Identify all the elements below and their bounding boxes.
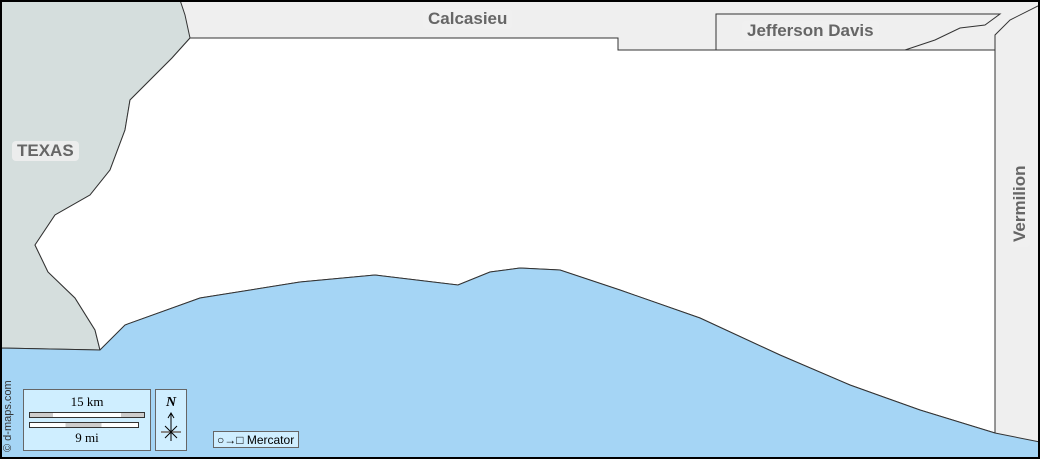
scale-mi: 9 mi [75,430,99,445]
label-calcasieu: Calcasieu [423,9,513,29]
circle-to-square-icon: ○→□ [217,433,244,447]
label-vermilion: Vermilion [1010,160,1030,247]
compass-icon [161,412,181,441]
north-arrow: N [155,389,187,451]
label-jefferson-davis: Jefferson Davis [742,21,879,41]
scale-km: 15 km [70,394,104,409]
vermilion-border [994,4,1040,50]
label-texas: TEXAS [12,141,79,161]
scale-bar: 15 km 9 mi [23,389,151,451]
jefferson-davis-border [715,13,1002,51]
credit: © d-maps.com [2,380,14,452]
gulf-water [0,267,1040,459]
projection-box: ○→□ Mercator [213,431,299,448]
